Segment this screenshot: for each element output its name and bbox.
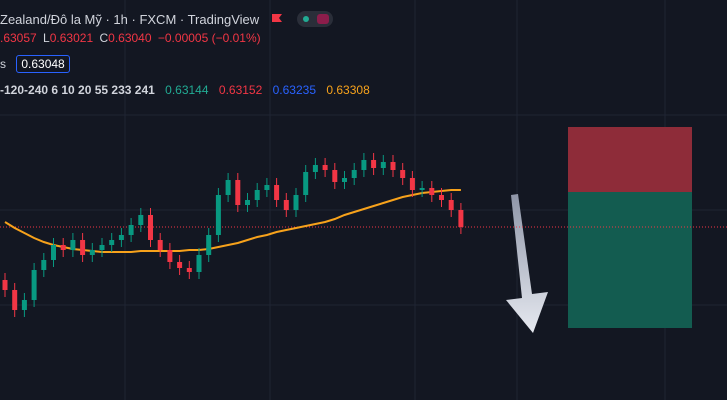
candle-body — [109, 240, 115, 245]
candle-body — [283, 200, 289, 210]
candle-body — [390, 162, 396, 170]
candle-body — [51, 245, 56, 260]
candle-body — [458, 210, 464, 227]
candle-body — [21, 300, 27, 310]
candle-body — [31, 270, 37, 300]
candle-body — [361, 160, 367, 170]
indicator-value: 0.63144 — [165, 83, 209, 97]
symbol-title: Zealand/Đô la Mỹ · 1h · FXCM · TradingVi… — [0, 12, 260, 27]
badge-prefix: s — [0, 57, 6, 71]
candle-body — [12, 290, 18, 310]
low-label: L — [43, 31, 50, 45]
candle-body — [312, 165, 318, 172]
candle-body — [245, 200, 250, 205]
indicator-value: 0.63235 — [272, 83, 317, 97]
candle-body — [293, 195, 299, 210]
change-value: −0.00005 (−0.01%) — [157, 31, 261, 45]
candle-body — [167, 250, 173, 262]
candle-body — [196, 255, 202, 272]
candle-body — [148, 215, 153, 240]
target-zone[interactable] — [568, 192, 692, 328]
candle-body — [157, 240, 163, 250]
candle-body — [274, 185, 280, 200]
close-value: 0.63040 — [108, 31, 152, 45]
candle-body — [118, 235, 124, 240]
price-badge[interactable]: 0.63048 — [16, 55, 70, 73]
status-toggle[interactable] — [297, 11, 334, 27]
candle-body — [70, 240, 76, 250]
symbol-row: Zealand/Đô la Mỹ · 1h · FXCM · TradingVi… — [0, 8, 334, 27]
candle-body — [303, 172, 309, 195]
candle-body — [215, 195, 221, 235]
stop-zone[interactable] — [568, 127, 692, 192]
candle-body — [351, 170, 357, 178]
candle-body — [2, 280, 8, 290]
candle-body — [448, 200, 454, 210]
series-layer — [0, 153, 727, 317]
indicator-value: 0.63152 — [218, 83, 263, 97]
close-label: C — [99, 31, 109, 45]
candle-body — [60, 245, 66, 250]
candle-body — [371, 160, 377, 168]
candle-body — [138, 215, 144, 225]
candle-body — [429, 188, 435, 195]
candle-body — [41, 260, 47, 270]
candle-body — [235, 180, 241, 205]
candle-body — [89, 250, 95, 255]
candle-body — [186, 268, 192, 272]
low-value: 0.63021 — [49, 31, 94, 45]
candle-body — [99, 245, 105, 250]
down-arrow[interactable] — [506, 194, 548, 333]
candle-body — [419, 188, 425, 190]
candle-body — [439, 195, 444, 200]
candle-body — [342, 178, 347, 182]
candle-body — [400, 170, 406, 178]
candle-body — [177, 262, 183, 268]
candle-body — [380, 162, 386, 168]
ohlc-row: .63057 L0.63021 C0.63040 −0.00005 (−0.01… — [0, 31, 264, 45]
candle-body — [128, 225, 134, 235]
candle-body — [254, 190, 260, 200]
indicator-value: 0.63308 — [326, 83, 370, 97]
high-value: .63057 — [0, 31, 37, 45]
candle-body — [322, 165, 328, 170]
candle-body — [80, 240, 86, 255]
badge-row: s 0.63048 — [0, 55, 73, 73]
candle-body — [264, 185, 270, 190]
candle-body — [206, 235, 212, 255]
candle-body — [225, 180, 231, 195]
flag-icon[interactable] — [270, 13, 284, 25]
indicator-row: -120-240 6 10 20 55 233 241 0.63144 0.63… — [0, 83, 373, 97]
indicator-name: -120-240 6 10 20 55 233 241 — [0, 83, 155, 97]
candle-body — [332, 170, 338, 182]
candle-body — [409, 178, 415, 190]
